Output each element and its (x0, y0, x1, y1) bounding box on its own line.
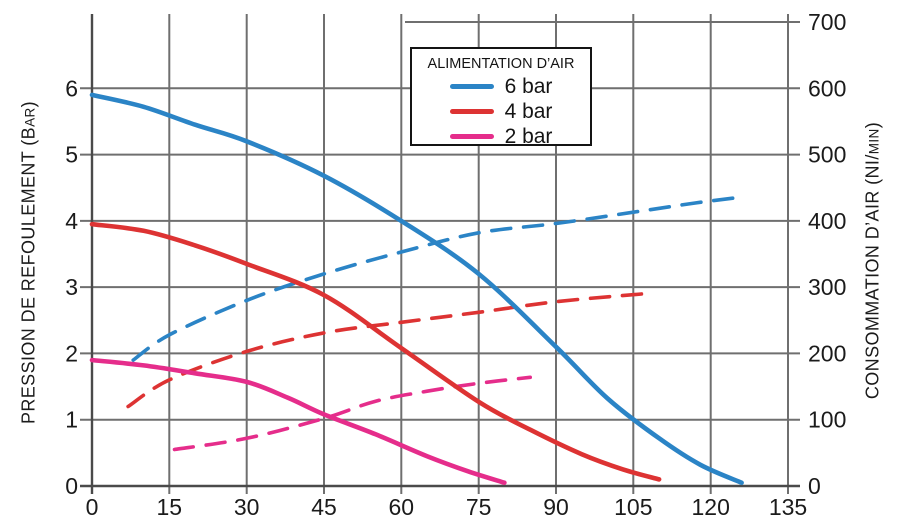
series-pression-4-bar (89, 221, 662, 482)
left-tick-label: 5 (65, 142, 78, 168)
right-tick-label: 0 (808, 473, 821, 499)
right-tick-label: 400 (808, 208, 846, 234)
legend-item: 4 bar (449, 99, 553, 124)
right-tick-label: 300 (808, 274, 846, 300)
series-consommation-6-bar (131, 195, 739, 362)
left-axis-title: PRESSION DE REFOULEMENT (BAR) (19, 48, 40, 478)
legend-title: ALIMENTATION D’AIR (427, 56, 575, 72)
series-pression-6-bar (89, 92, 744, 485)
x-tick-label: 90 (543, 494, 569, 520)
series-consommation-4-bar (126, 292, 646, 409)
legend-swatch-line (449, 84, 494, 89)
left-tick-label: 2 (65, 340, 78, 366)
legend-label: 2 bar (504, 125, 553, 148)
right-axis-title-smallcaps: MIN (866, 128, 882, 155)
right-tick-label: 500 (808, 142, 846, 168)
left-tick-label: 3 (65, 274, 78, 300)
x-tick-label: 60 (389, 494, 415, 520)
legend-swatch-line (449, 134, 494, 139)
right-tick-label: 100 (808, 407, 846, 433)
x-tick-label: 0 (86, 494, 99, 520)
legend-item: 2 bar (449, 124, 553, 149)
right-tick-label: 600 (808, 75, 846, 101)
series-consommation-2-bar (172, 375, 532, 452)
x-tick-label: 15 (157, 494, 183, 520)
legend-item: 6 bar (449, 74, 553, 99)
x-tick-label: 45 (311, 494, 337, 520)
legend-label: 4 bar (504, 100, 553, 123)
left-tick-label: 6 (65, 75, 78, 101)
left-tick-label: 1 (65, 407, 78, 433)
right-axis-title-end: ) (862, 121, 883, 129)
legend-items: 6 bar 4 bar 2 bar (449, 74, 553, 149)
right-axis-title: CONSOMMATION D’AIR (NI/MIN) (863, 26, 884, 496)
right-tick-label: 700 (808, 9, 846, 35)
x-tick-label: 105 (614, 494, 652, 520)
left-axis-title-main: PRESSION DE REFOULEMENT (B (18, 126, 39, 425)
left-tick-label: 0 (65, 473, 78, 499)
left-tick-label: 4 (65, 208, 78, 234)
legend: ALIMENTATION D’AIR 6 bar 4 bar 2 bar (410, 47, 592, 149)
legend-swatch-line (449, 109, 494, 114)
series-pression-2-bar (89, 357, 507, 485)
legend-label: 6 bar (504, 75, 553, 98)
x-tick-label: 135 (769, 494, 807, 520)
x-tick-label: 30 (234, 494, 260, 520)
left-axis-title-smallcaps: AR (22, 107, 38, 127)
right-axis-title-main: CONSOMMATION D’AIR (NI/ (862, 154, 883, 400)
x-tick-label: 75 (466, 494, 492, 520)
x-tick-label: 120 (692, 494, 730, 520)
right-tick-label: 200 (808, 340, 846, 366)
left-axis-title-end: ) (18, 100, 39, 108)
